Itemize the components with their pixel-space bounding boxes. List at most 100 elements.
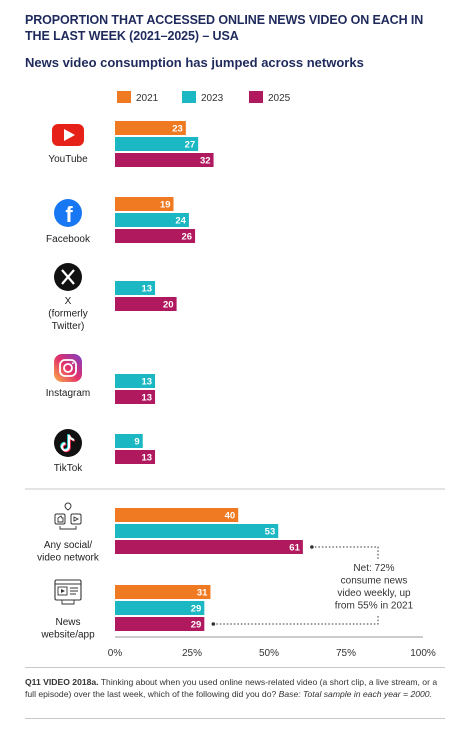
social-thumb: [57, 515, 64, 523]
annotation-connector: [314, 546, 379, 559]
bar-value-label: 29: [191, 620, 202, 631]
bar-value-label: 53: [265, 527, 276, 538]
x-tick-label: 0%: [108, 648, 123, 659]
bar-value-label: 23: [172, 124, 183, 135]
x-tick-label: 50%: [259, 648, 279, 659]
news-website-icon: [54, 579, 82, 605]
category-label-6: News: [55, 617, 80, 628]
bar-value-label: 24: [175, 216, 186, 227]
news-stand: [61, 600, 75, 605]
legend-label-2025: 2025: [268, 93, 291, 104]
category-label-3: Instagram: [46, 388, 90, 399]
bar-2023-3: [115, 374, 156, 388]
bar-2023-0: [115, 137, 199, 151]
bar-value-label: 31: [197, 588, 208, 599]
chart-title: PROPORTION THAT ACCESSED ONLINE NEWS VID…: [25, 13, 424, 43]
x-icon-mark: [61, 269, 75, 285]
bar-2023-5: [115, 524, 279, 538]
social-heart-bubble: [64, 502, 72, 511]
bar-2023-2: [115, 281, 156, 295]
footnote-question: Q11 VIDEO 2018a.: [25, 677, 99, 687]
bar-2021-0: [115, 121, 186, 135]
bar-value-label: 61: [289, 543, 300, 554]
bar-2023-6: [115, 601, 205, 615]
x-tick-label: 100%: [410, 648, 436, 659]
bar-2025-4: [115, 450, 156, 464]
bar-value-label: 40: [225, 511, 236, 522]
bar-2025-2: [115, 297, 177, 311]
category-label-1: Facebook: [46, 234, 91, 245]
category-label-2: X: [65, 296, 72, 307]
annotation-dot: [211, 622, 216, 626]
legend-label-2023: 2023: [201, 93, 224, 104]
tiktok-icon: [54, 429, 82, 457]
bar-2023-1: [115, 213, 189, 227]
youtube-icon: [52, 124, 84, 146]
bar-2025-0: [115, 153, 214, 167]
bar-value-label: 13: [141, 284, 152, 295]
category-label-4: TikTok: [54, 463, 84, 474]
footnote-bottom-divider: [25, 718, 445, 719]
bar-value-label: 32: [200, 156, 211, 167]
annotation-text: video weekly, up: [337, 588, 411, 599]
instagram-icon: [54, 354, 82, 382]
annotation-text: from 55% in 2021: [335, 601, 414, 612]
annotation-text: Net: 72%: [353, 563, 394, 574]
footnote-base: Base: Total sample in each year = 2000.: [278, 689, 432, 699]
bar-2023-4: [115, 434, 143, 448]
bar-value-label: 26: [182, 232, 193, 243]
category-label-2: (formerly: [48, 309, 87, 320]
annotation-text: consume news: [341, 576, 408, 587]
instagram-icon-lens: [63, 363, 73, 373]
social-thumb-box: [54, 513, 66, 525]
news-video-play: [61, 589, 65, 593]
footnote: Q11 VIDEO 2018a. Thinking about when you…: [25, 676, 440, 700]
facebook-icon: f: [54, 199, 82, 227]
category-label-5: video network: [37, 553, 100, 564]
instagram-icon-frame: [59, 359, 77, 377]
bar-2021-5: [115, 508, 239, 522]
bar-value-label: 27: [185, 140, 196, 151]
facebook-icon-f: f: [65, 202, 73, 227]
bar-value-label: 13: [141, 377, 152, 388]
facebook-icon-circle: [54, 199, 82, 227]
bar-2025-5: [115, 540, 303, 554]
social-play-box: [70, 513, 82, 525]
bar-2025-6: [115, 617, 205, 631]
annotation-connector: [216, 616, 379, 625]
youtube-icon-play: [64, 129, 75, 141]
annotation-dot: [310, 545, 314, 549]
footnote-text: Thinking about when you used online news…: [25, 677, 438, 699]
chart-subtitle: News video consumption has jumped across…: [25, 55, 364, 70]
bar-2025-1: [115, 229, 196, 243]
bar-2025-3: [115, 390, 156, 404]
social-connector: [59, 526, 77, 530]
bar-value-label: 13: [141, 393, 152, 404]
social-network-icon: [54, 502, 82, 530]
bar-value-label: 9: [134, 437, 139, 448]
bar-value-label: 19: [160, 200, 171, 211]
tiktok-icon-note: [61, 434, 75, 452]
x-tick-label: 75%: [336, 648, 356, 659]
footnote-divider: [25, 667, 445, 668]
category-label-2: Twitter): [52, 321, 85, 332]
news-video-box: [57, 586, 68, 596]
legend-swatch-2021: [117, 91, 131, 103]
category-label-6: website/app: [40, 630, 95, 641]
category-label-0: YouTube: [48, 154, 88, 165]
bar-value-label: 29: [191, 604, 202, 615]
bar-2021-1: [115, 197, 174, 211]
legend-swatch-2025: [249, 91, 263, 103]
bar-value-label: 13: [141, 453, 152, 464]
category-label-5: Any social/: [44, 540, 93, 551]
instagram-icon-body: [54, 354, 82, 382]
news-text-lines: [70, 587, 78, 595]
instagram-icon-dot: [71, 362, 74, 365]
social-play: [73, 516, 80, 522]
legend-label-2021: 2021: [136, 93, 159, 104]
bar-2021-6: [115, 585, 211, 599]
legend-swatch-2023: [182, 91, 196, 103]
x-icon: [54, 263, 82, 291]
x-tick-label: 25%: [182, 648, 202, 659]
bar-value-label: 20: [163, 300, 174, 311]
